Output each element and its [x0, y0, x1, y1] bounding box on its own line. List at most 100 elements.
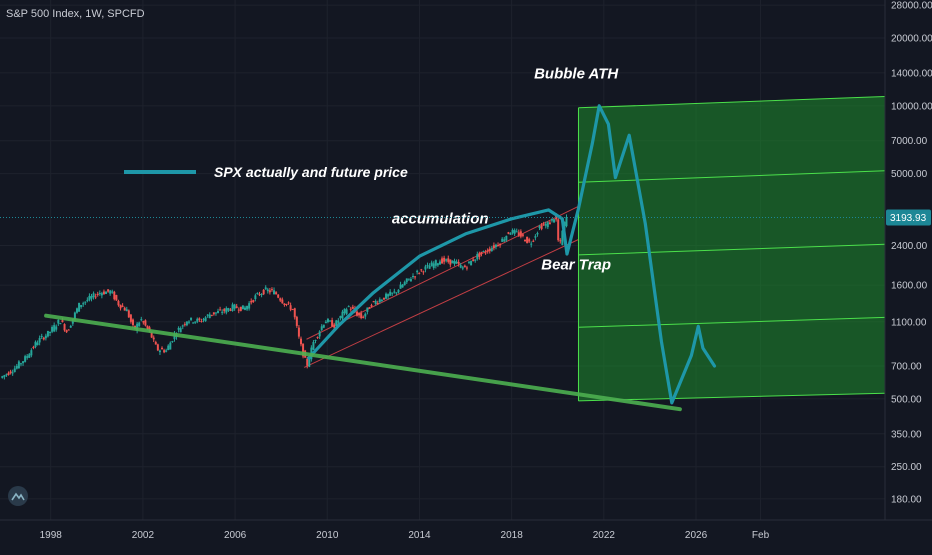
- candle-body: [289, 305, 292, 310]
- candle-body: [171, 341, 174, 343]
- projection-level-line: [578, 316, 886, 328]
- legend: SPX actually and future price: [124, 164, 408, 180]
- price-tick-label: 10000.00: [891, 101, 932, 112]
- candle-body: [57, 319, 60, 324]
- candle-body: [360, 313, 363, 319]
- candle-body: [63, 324, 66, 331]
- candle-body: [542, 224, 545, 226]
- candle-body: [509, 233, 512, 235]
- candle-body: [519, 231, 522, 237]
- candle-body: [306, 358, 309, 366]
- candle-body: [210, 314, 213, 316]
- candle-body: [333, 324, 336, 328]
- ticker-title[interactable]: S&P 500 Index, 1W, SPCFD: [6, 8, 145, 20]
- candle-body: [312, 342, 315, 350]
- candle-body: [154, 342, 157, 345]
- candle-body: [449, 259, 452, 265]
- candle-body: [11, 372, 14, 374]
- candle-body: [492, 245, 495, 249]
- candle-body: [430, 262, 433, 267]
- candle-body: [482, 250, 485, 252]
- projection-level-line: [578, 170, 886, 183]
- candle-body: [314, 339, 317, 341]
- candle-body: [24, 356, 27, 362]
- candle-body: [115, 295, 118, 301]
- candle-body: [457, 262, 460, 264]
- candle-body: [183, 324, 186, 326]
- candle-body: [517, 232, 520, 236]
- candle-body: [142, 321, 145, 323]
- candle-body: [256, 292, 259, 295]
- projection-level-line: [578, 96, 886, 109]
- price-axis-background: [885, 0, 932, 520]
- candle-body: [445, 259, 448, 261]
- time-tick-label: 2018: [501, 530, 524, 541]
- time-tick-label: 2006: [224, 530, 247, 541]
- candle-body: [198, 318, 201, 320]
- candle-body: [161, 347, 164, 350]
- candle-body: [380, 299, 383, 302]
- candle-body: [463, 265, 466, 268]
- candle-body: [540, 225, 543, 230]
- candle-body: [3, 375, 6, 377]
- candle-body: [470, 260, 473, 266]
- candle-body: [295, 316, 298, 326]
- candle-body: [221, 311, 224, 313]
- chart-annotation: Bear Trap: [541, 256, 611, 273]
- candle-body: [555, 214, 558, 220]
- candle-body: [7, 372, 10, 375]
- candle-body: [557, 219, 560, 241]
- drawing-layer: [44, 104, 717, 412]
- candle-body: [262, 289, 265, 295]
- candle-body: [266, 289, 269, 292]
- candle-body: [397, 289, 400, 293]
- candle-body: [208, 314, 211, 319]
- candle-body: [322, 324, 325, 328]
- candle-body: [231, 304, 234, 311]
- candle-body: [51, 326, 54, 332]
- candle-body: [414, 276, 417, 278]
- candle-body: [61, 320, 64, 323]
- candle-body: [152, 337, 155, 340]
- candle-body: [107, 289, 110, 292]
- candle-body: [32, 347, 35, 349]
- candle-body: [561, 230, 564, 246]
- tradingview-logo-icon[interactable]: [8, 486, 28, 506]
- candle-body: [391, 292, 394, 294]
- candle-body: [219, 309, 222, 311]
- candle-body: [501, 238, 504, 242]
- candle-body: [150, 331, 153, 338]
- time-axis[interactable]: 1998 2002 2006 2010 2014 2018 2022 2026 Feb: [40, 530, 770, 541]
- candle-body: [100, 293, 103, 296]
- candle-body: [472, 259, 475, 262]
- candle-body: [347, 306, 350, 308]
- candle-body: [111, 291, 114, 293]
- candle-body: [36, 342, 39, 346]
- time-tick-label: 2014: [408, 530, 431, 541]
- candle-body: [424, 266, 427, 270]
- candle-body: [385, 293, 388, 299]
- candle-body: [538, 226, 541, 228]
- candle-body: [302, 343, 305, 357]
- candle-body: [548, 222, 551, 225]
- price-axis[interactable]: 28000.00 20000.00 14000.00 10000.00 7000.00 5…: [891, 1, 932, 506]
- candle-body: [46, 330, 49, 337]
- candle-body: [127, 310, 130, 318]
- candle-body: [341, 311, 344, 319]
- candle-body: [86, 299, 89, 301]
- candle-body: [121, 305, 124, 307]
- candle-body: [194, 321, 197, 323]
- price-tick-label: 500.00: [891, 394, 922, 405]
- candle-body: [258, 294, 261, 296]
- candle-body: [136, 323, 139, 331]
- candle-body: [190, 317, 193, 320]
- candle-body: [158, 350, 161, 353]
- candle-body: [90, 296, 93, 299]
- annotation-layer: Bubble ATH accumulation Bear Trap: [392, 66, 620, 274]
- candle-body: [480, 251, 483, 254]
- candle-body: [521, 234, 524, 236]
- candle-body: [405, 278, 408, 283]
- candle-body: [28, 354, 31, 358]
